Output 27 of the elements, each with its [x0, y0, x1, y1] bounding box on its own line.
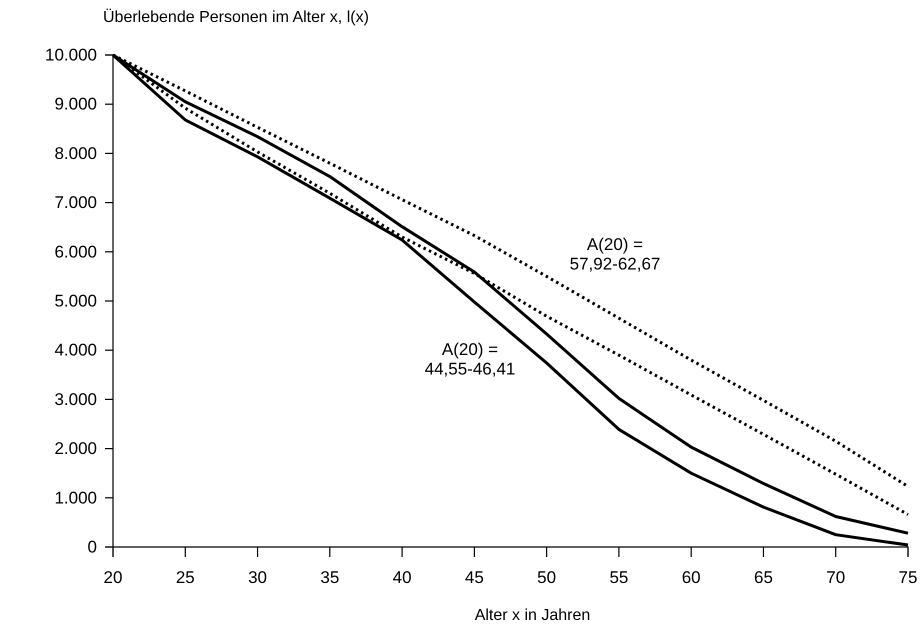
x-tick-label: 70: [826, 568, 846, 588]
x-tick-label: 55: [609, 568, 628, 588]
x-axis-title: Alter x in Jahren: [474, 607, 590, 624]
x-tick-label: 40: [392, 568, 412, 588]
x-tick-label: 45: [464, 568, 484, 588]
y-tick-label: 3.000: [54, 390, 97, 409]
y-tick-label: 1.000: [54, 488, 97, 508]
x-tick-label: 65: [754, 568, 773, 588]
y-tick-label: 7.000: [54, 193, 97, 212]
x-tick-label: 30: [248, 568, 268, 588]
y-tick-label: 4.000: [54, 340, 97, 360]
y-tick-label: 5.000: [54, 291, 97, 310]
x-tick-label: 75: [898, 568, 918, 588]
y-tick-label: 0: [88, 537, 97, 556]
y-tick-label: 10.000: [45, 45, 97, 64]
x-tick-label: 50: [537, 568, 556, 588]
y-axis-title: Überlebende Personen im Alter x, l(x): [103, 8, 369, 26]
annotation: A(20) = 44,55-46,41: [424, 340, 516, 379]
x-tick-label: 25: [176, 568, 195, 588]
x-tick-label: 35: [320, 568, 340, 588]
y-tick-label: 6.000: [54, 242, 97, 262]
y-tick-label: 2.000: [54, 439, 97, 458]
x-tick-label: 20: [104, 568, 122, 588]
x-tick-label: 60: [682, 568, 701, 588]
y-tick-label: 9.000: [54, 94, 97, 114]
annotation: A(20) = 57,92-62,67: [570, 235, 660, 274]
y-tick-label: 8.000: [54, 144, 97, 163]
